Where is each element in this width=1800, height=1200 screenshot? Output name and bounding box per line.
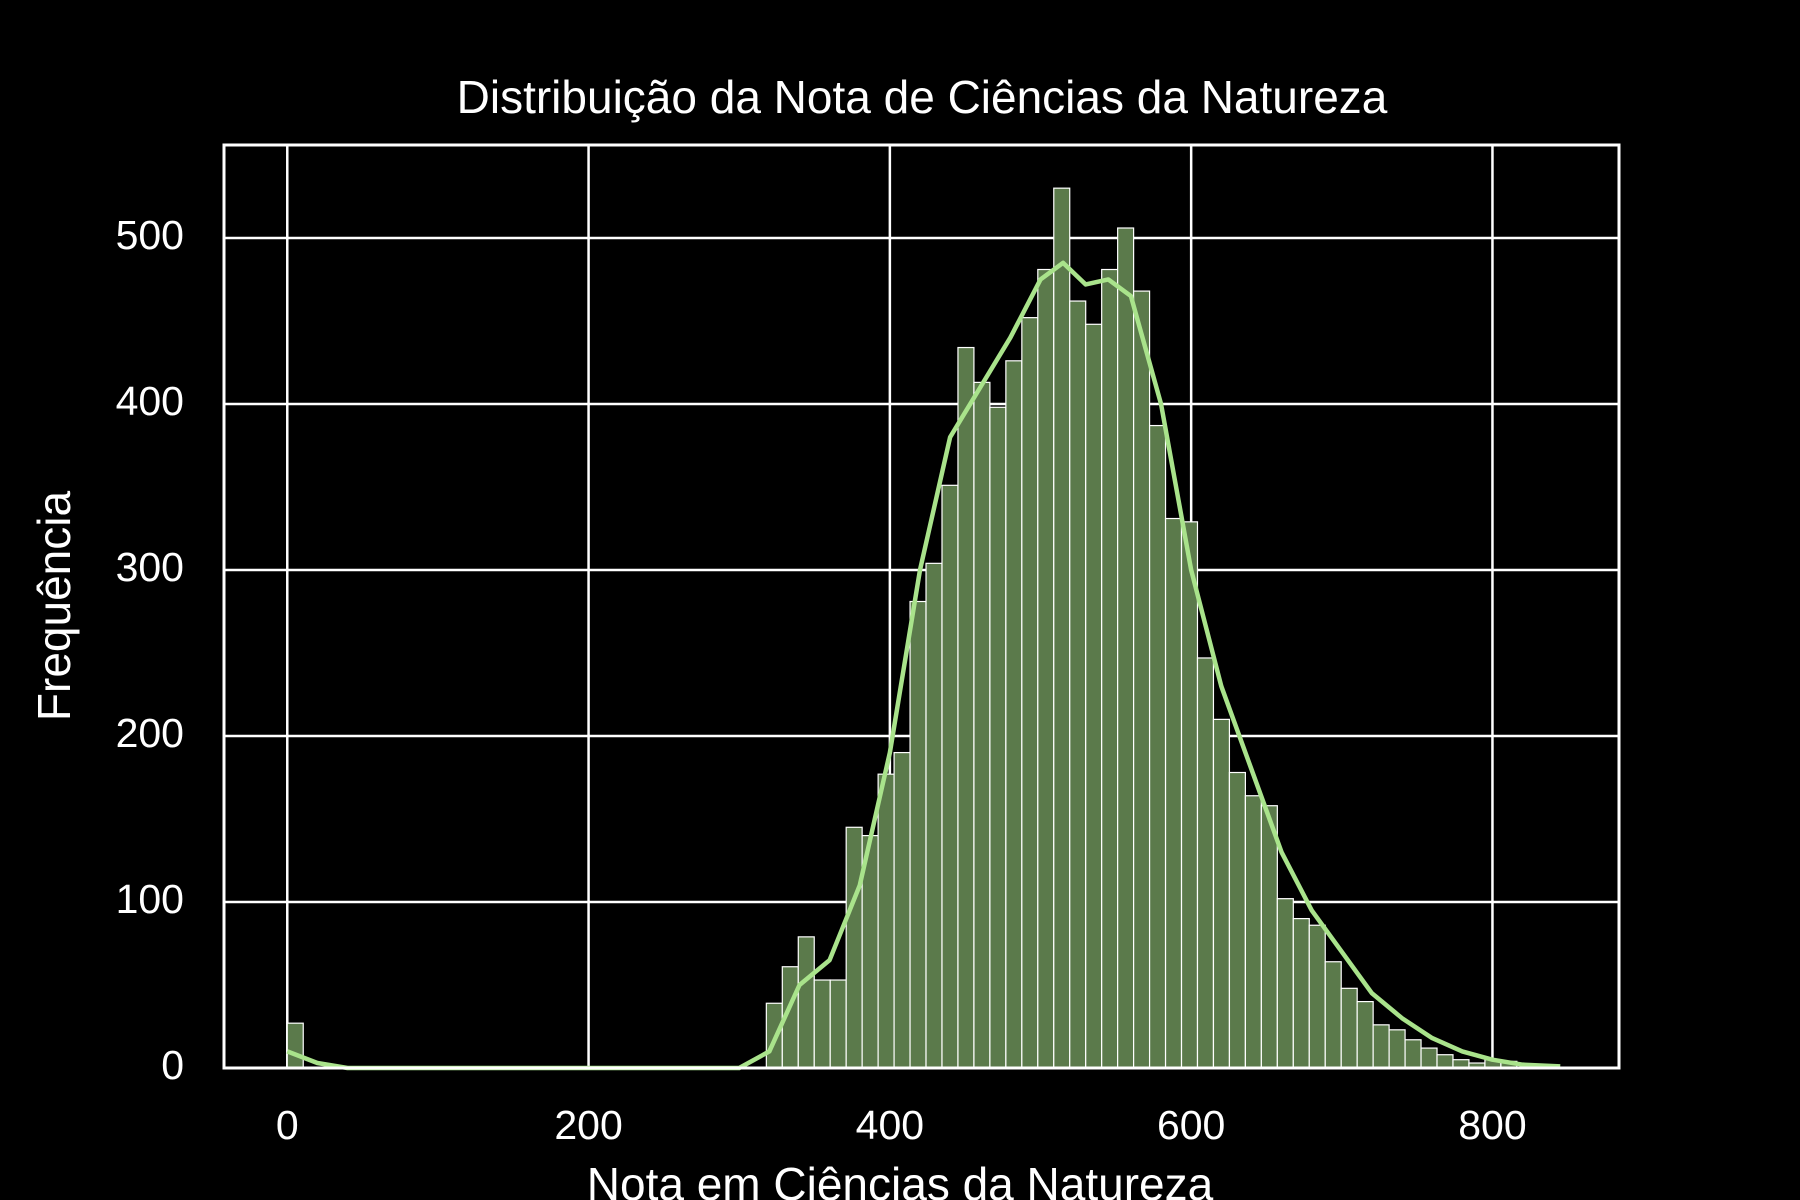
x-tick-label: 600 [1157, 1102, 1225, 1148]
bar [1308, 924, 1326, 1069]
y-tick-label: 500 [116, 212, 184, 258]
bar [845, 826, 863, 1069]
y-tick-label: 200 [116, 710, 184, 756]
x-tick-label: 800 [1458, 1102, 1526, 1148]
bar [1244, 795, 1262, 1069]
bar [1148, 424, 1167, 1069]
kde-line [286, 260, 1561, 1071]
bar [1324, 961, 1342, 1069]
y-tick-label: 0 [161, 1042, 184, 1088]
bar [973, 381, 991, 1069]
bar [893, 751, 911, 1069]
bar [877, 773, 895, 1069]
bar [813, 979, 831, 1069]
x-axis-label: Nota em Ciências da Natureza [587, 1158, 1214, 1200]
bar [1388, 1029, 1406, 1069]
y-tick-label: 400 [116, 378, 184, 424]
bar [909, 600, 927, 1069]
bar [1356, 1000, 1374, 1069]
x-tick-label: 0 [276, 1102, 299, 1148]
bar [1292, 917, 1310, 1069]
bar [957, 346, 975, 1069]
bar [1180, 521, 1199, 1069]
bar [1420, 1047, 1438, 1069]
x-tick-label: 200 [554, 1102, 622, 1148]
bar [941, 484, 959, 1069]
plot-frame [222, 143, 1621, 1070]
bar [1228, 771, 1246, 1069]
y-tick-label: 300 [116, 544, 184, 590]
bar [1164, 517, 1183, 1069]
bar [286, 1022, 304, 1069]
bar [989, 406, 1007, 1069]
bar [1196, 657, 1215, 1069]
bar [829, 979, 847, 1069]
bar [1085, 323, 1103, 1069]
bar [1133, 290, 1151, 1069]
bar [1372, 1024, 1390, 1069]
bar [1340, 987, 1358, 1069]
bar [1005, 360, 1023, 1069]
bar [1069, 300, 1087, 1069]
bar [1260, 805, 1278, 1069]
bar [1117, 227, 1135, 1069]
chart-title: Distribuição da Nota de Ciências da Natu… [457, 71, 1388, 123]
bar [1404, 1039, 1422, 1069]
y-tick-label: 100 [116, 876, 184, 922]
bar [1276, 898, 1294, 1069]
bar [1212, 718, 1231, 1069]
y-axis-label: Frequência [28, 491, 80, 722]
bar [925, 562, 943, 1069]
bar [1101, 268, 1119, 1069]
bar [1021, 317, 1039, 1069]
bar [1037, 268, 1055, 1069]
x-tick-label: 400 [856, 1102, 924, 1148]
bar [797, 936, 815, 1069]
bar [1053, 187, 1071, 1069]
bar [1436, 1054, 1454, 1069]
